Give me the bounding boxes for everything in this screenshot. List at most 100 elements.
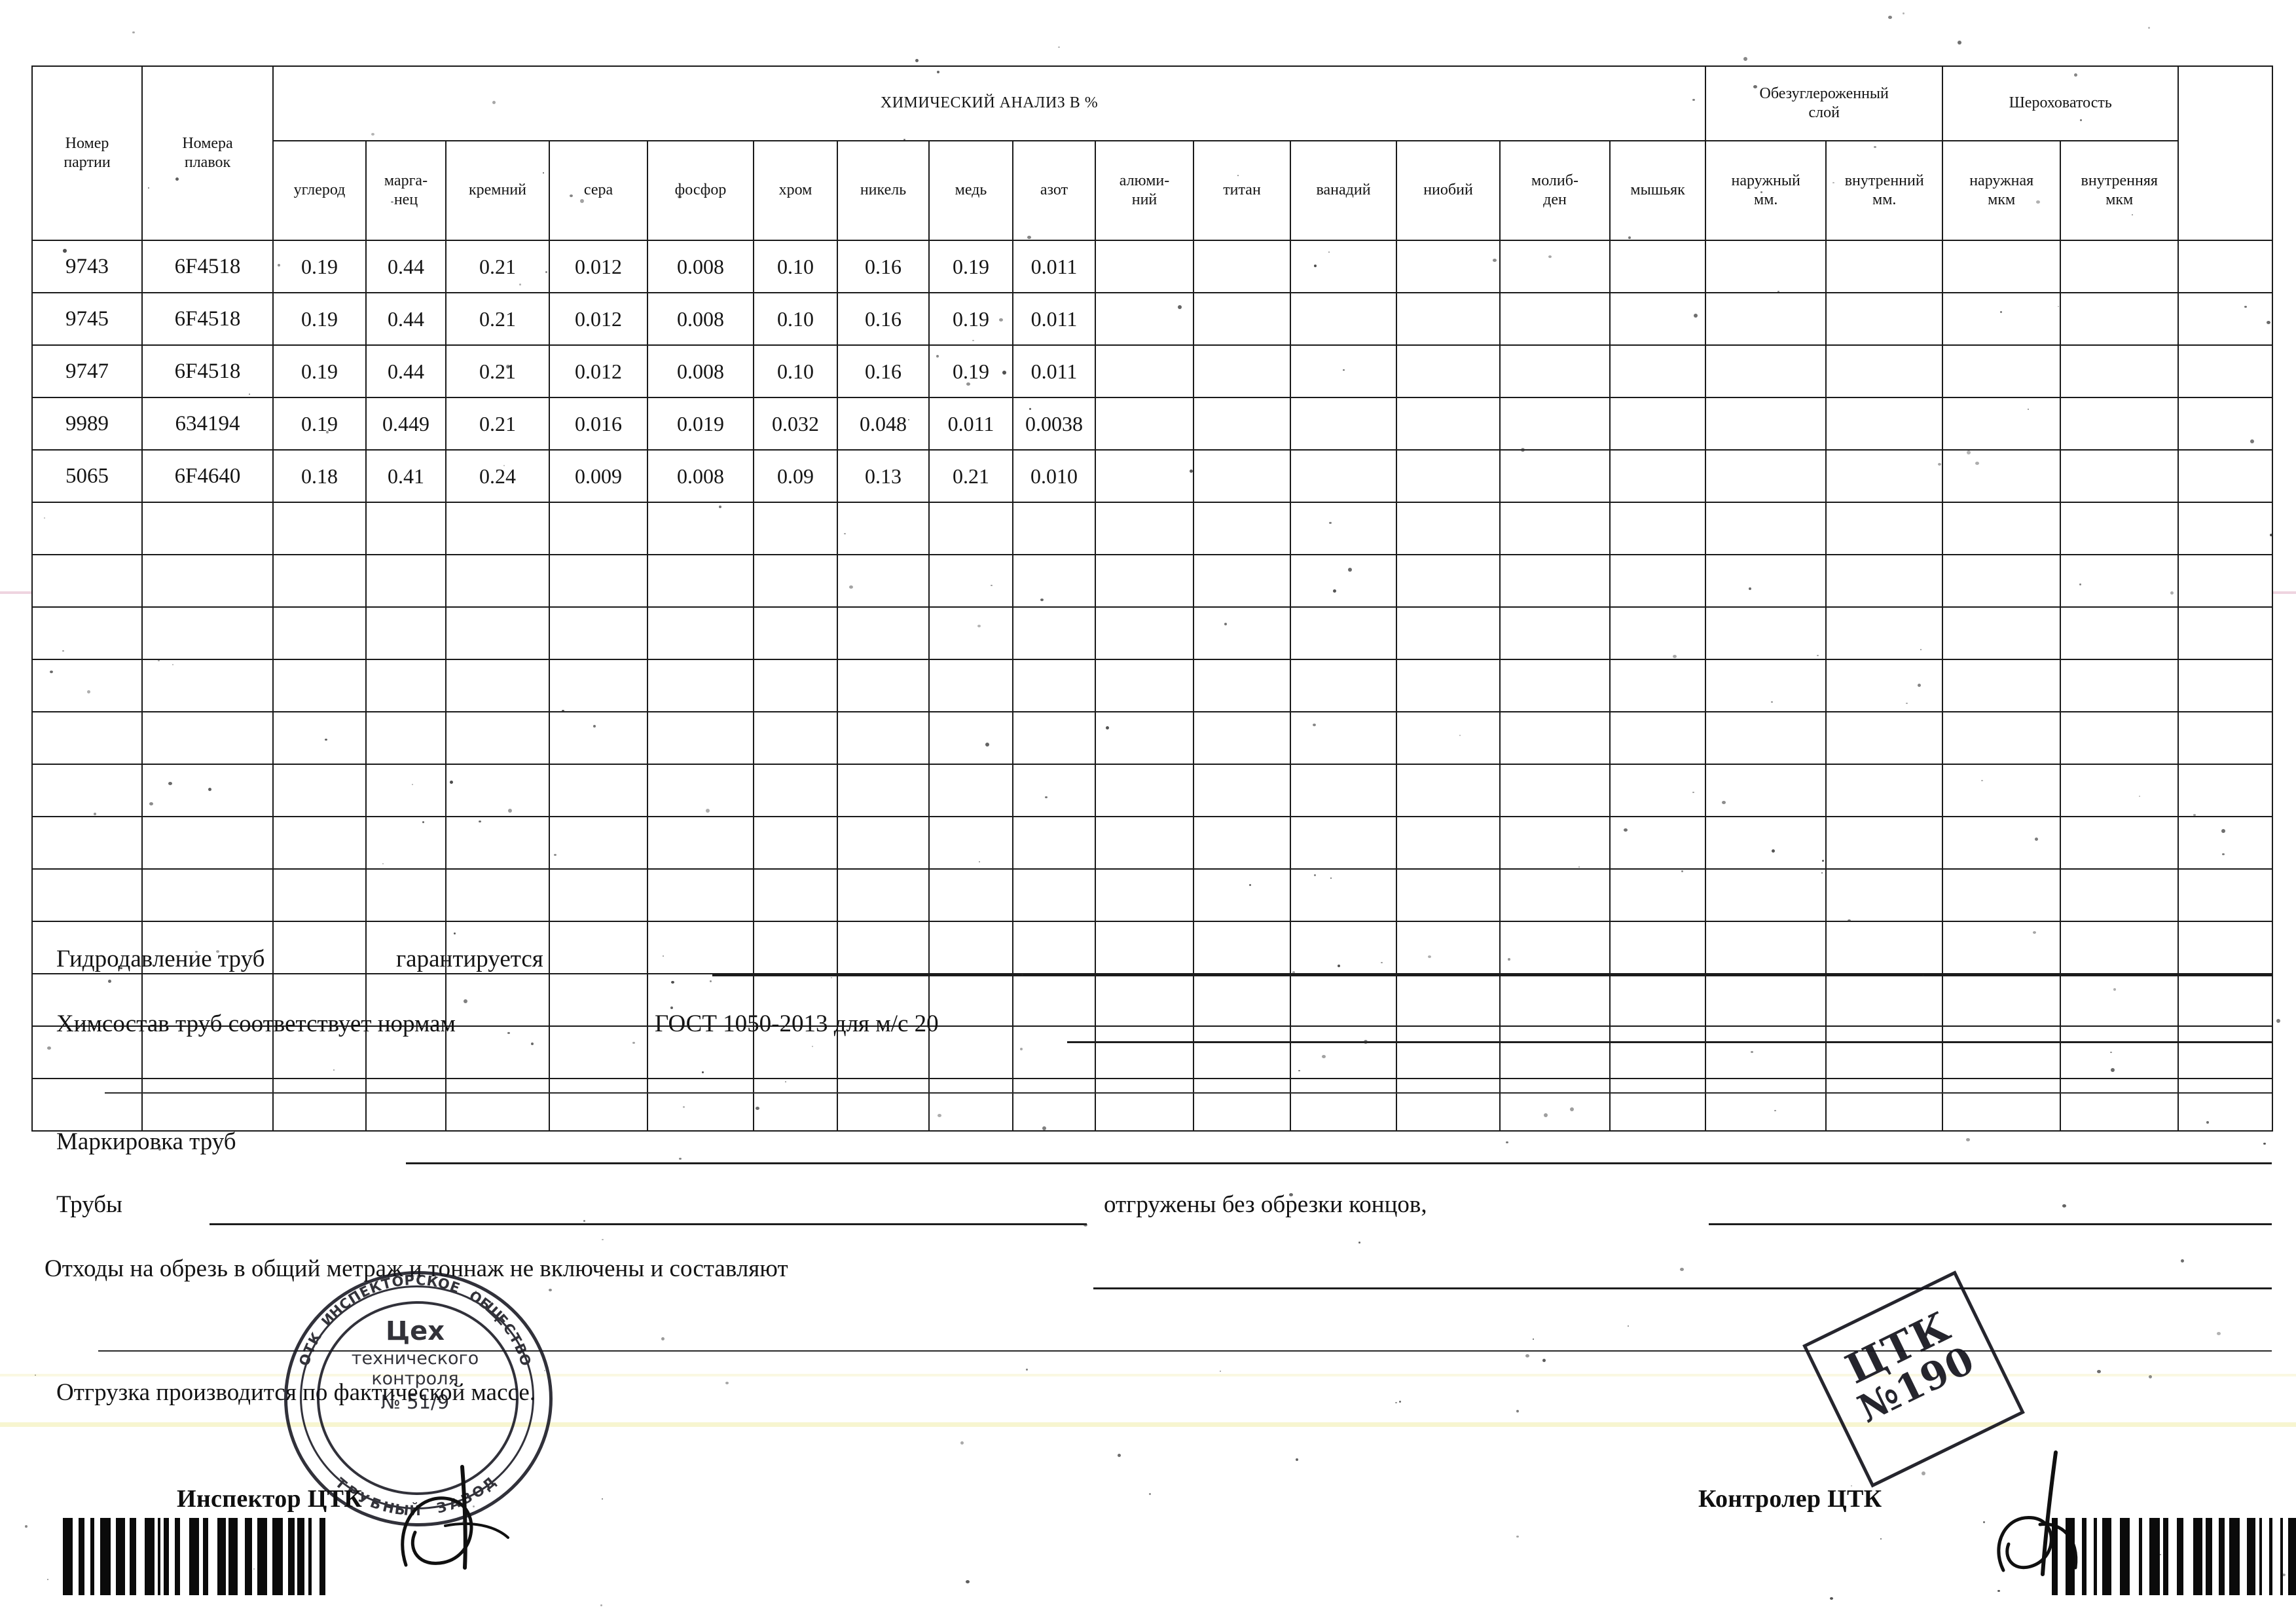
cell-element-4[interactable]: 0.019	[647, 397, 754, 451]
cell-empty[interactable]	[1499, 973, 1611, 1027]
cell-empty[interactable]	[31, 711, 143, 765]
cell-empty[interactable]	[928, 868, 1013, 922]
cell-empty[interactable]	[1095, 1078, 1194, 1132]
cell-empty[interactable]	[365, 502, 446, 555]
cell-lot-number[interactable]: 9745	[31, 292, 143, 346]
cell-empty[interactable]	[647, 1025, 754, 1079]
cell-empty[interactable]	[1942, 711, 2062, 765]
cell-empty[interactable]	[753, 1078, 838, 1132]
cell-empty[interactable]	[1290, 606, 1397, 660]
cell-empty[interactable]	[272, 659, 367, 712]
cell-element-6[interactable]: 0.16	[837, 240, 930, 293]
cell-empty[interactable]	[272, 973, 367, 1027]
cell-empty[interactable]	[445, 816, 550, 870]
cell-heat-number[interactable]: 6F4518	[141, 292, 274, 346]
cell-empty[interactable]	[1825, 816, 1944, 870]
cell-empty[interactable]	[1825, 554, 1944, 608]
cell-empty[interactable]	[837, 554, 930, 608]
cell-element-8[interactable]: 0.0038	[1012, 397, 1096, 451]
cell-empty[interactable]	[445, 764, 550, 817]
cell-empty[interactable]	[1193, 711, 1291, 765]
cell-empty[interactable]	[31, 659, 143, 712]
cell-empty[interactable]	[2060, 921, 2179, 974]
cell-element-0[interactable]: 0.19	[272, 344, 367, 398]
cell-empty[interactable]	[2060, 868, 2179, 922]
cell-empty[interactable]	[365, 659, 446, 712]
cell-empty[interactable]	[1942, 816, 2062, 870]
cell-empty[interactable]	[753, 764, 838, 817]
cell-element-5[interactable]: 0.09	[753, 449, 838, 503]
cell-empty[interactable]	[141, 711, 274, 765]
cell-empty[interactable]	[445, 1078, 550, 1132]
cell-empty[interactable]	[1193, 1025, 1291, 1079]
cell-element-10[interactable]	[1193, 344, 1291, 398]
cell-empty[interactable]	[2060, 1078, 2179, 1132]
cell-empty[interactable]	[1499, 502, 1611, 555]
cell-empty[interactable]	[365, 606, 446, 660]
cell-empty[interactable]	[1095, 606, 1194, 660]
cell-empty[interactable]	[753, 868, 838, 922]
cell-element-7[interactable]: 0.19	[928, 240, 1013, 293]
cell-empty[interactable]	[1825, 606, 1944, 660]
cell-element-9[interactable]	[1095, 292, 1194, 346]
cell-empty[interactable]	[1396, 1025, 1501, 1079]
cell-empty[interactable]	[1290, 764, 1397, 817]
cell-empty[interactable]	[549, 973, 648, 1027]
cell-empty[interactable]	[1396, 1078, 1501, 1132]
chem-standard-value[interactable]: ГОСТ 1050-2013 для м/с 20	[655, 1010, 939, 1037]
cell-empty[interactable]	[1825, 1078, 1944, 1132]
cell-element-8[interactable]: 0.011	[1012, 292, 1096, 346]
cell-element-5[interactable]: 0.10	[753, 344, 838, 398]
cell-element-12[interactable]	[1396, 240, 1501, 293]
cell-empty[interactable]	[1705, 868, 1827, 922]
cell-empty[interactable]	[31, 764, 143, 817]
cell-element-14[interactable]	[1609, 397, 1707, 451]
cell-empty[interactable]	[365, 816, 446, 870]
cell-element-3[interactable]: 0.009	[549, 449, 648, 503]
cell-empty[interactable]	[272, 868, 367, 922]
cell-element-3[interactable]: 0.012	[549, 292, 648, 346]
cell-empty[interactable]	[272, 1078, 367, 1132]
cell-empty[interactable]	[1942, 606, 2062, 660]
cell-empty[interactable]	[647, 606, 754, 660]
cell-empty[interactable]	[753, 921, 838, 974]
cell-empty[interactable]	[1825, 764, 1944, 817]
cell-empty[interactable]	[1499, 868, 1611, 922]
cell-empty[interactable]	[2060, 606, 2179, 660]
cell-empty[interactable]	[1290, 1025, 1397, 1079]
cell-empty[interactable]	[1290, 502, 1397, 555]
cell-spare[interactable]	[2178, 292, 2274, 346]
cell-empty[interactable]	[2060, 711, 2179, 765]
cell-empty[interactable]	[141, 868, 274, 922]
cell-element-2[interactable]: 0.21	[445, 397, 550, 451]
cell-element-12[interactable]	[1396, 449, 1501, 503]
cell-decarb-1[interactable]	[1825, 292, 1944, 346]
cell-element-2[interactable]: 0.21	[445, 292, 550, 346]
cell-empty[interactable]	[1705, 502, 1827, 555]
cell-roughness-0[interactable]	[1942, 397, 2062, 451]
cell-empty[interactable]	[2060, 764, 2179, 817]
cell-empty[interactable]	[272, 1025, 367, 1079]
cell-empty[interactable]	[1012, 868, 1096, 922]
cell-empty[interactable]	[141, 973, 274, 1027]
cell-empty[interactable]	[1825, 502, 1944, 555]
cell-empty[interactable]	[1290, 816, 1397, 870]
cell-empty[interactable]	[1193, 659, 1291, 712]
cell-empty[interactable]	[1942, 921, 2062, 974]
cell-empty[interactable]	[2060, 816, 2179, 870]
cell-decarb-1[interactable]	[1825, 449, 1944, 503]
cell-element-3[interactable]: 0.012	[549, 344, 648, 398]
cell-empty[interactable]	[141, 554, 274, 608]
cell-empty[interactable]	[928, 1025, 1013, 1079]
cell-empty[interactable]	[928, 973, 1013, 1027]
cell-empty[interactable]	[141, 606, 274, 660]
cell-element-13[interactable]	[1499, 449, 1611, 503]
cell-empty[interactable]	[928, 711, 1013, 765]
cell-element-11[interactable]	[1290, 449, 1397, 503]
cell-empty[interactable]	[928, 764, 1013, 817]
cell-empty[interactable]	[1012, 921, 1096, 974]
cell-empty[interactable]	[1396, 764, 1501, 817]
cell-empty[interactable]	[1825, 921, 1944, 974]
cell-element-9[interactable]	[1095, 344, 1194, 398]
cell-empty[interactable]	[1609, 973, 1707, 1027]
